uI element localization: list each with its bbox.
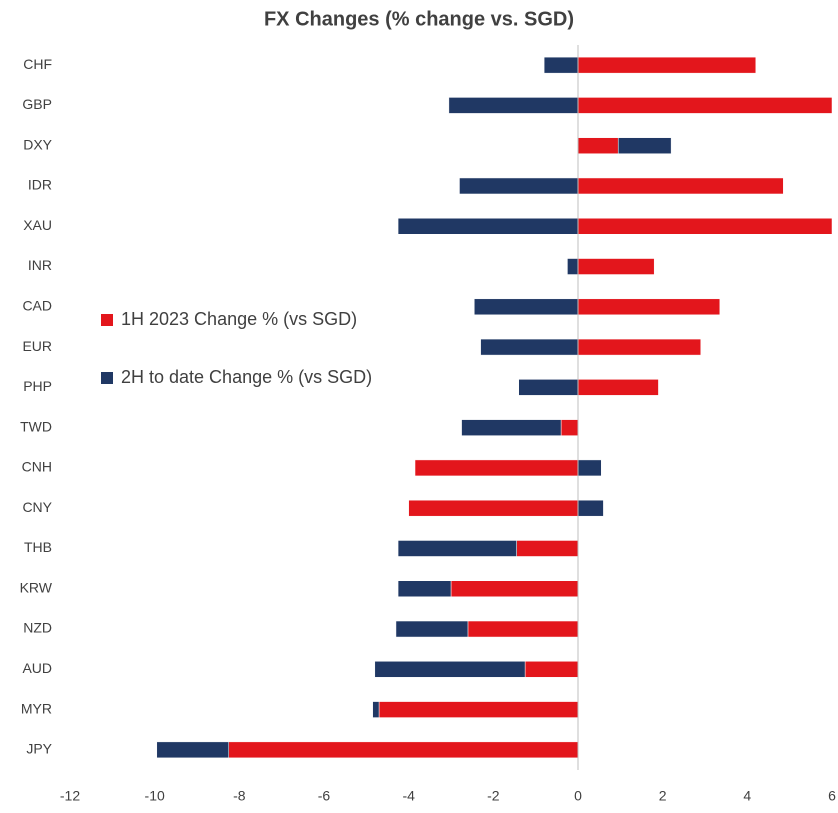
bar (228, 741, 579, 759)
bar (397, 580, 452, 597)
bar (560, 419, 579, 436)
y-tick-label: CHF (23, 56, 52, 72)
bar (577, 338, 702, 356)
y-tick-label: KRW (20, 579, 53, 595)
bar (543, 56, 579, 74)
legend-label: 2H to date Change % (vs SGD) (121, 367, 372, 387)
bar (577, 258, 655, 275)
bar (408, 499, 579, 517)
bar (516, 540, 579, 557)
x-tick-label: 4 (743, 788, 751, 804)
bar (480, 338, 579, 356)
y-tick-label: TWD (20, 418, 52, 434)
bar (467, 620, 579, 638)
bar (577, 379, 659, 396)
bar (577, 459, 602, 477)
y-tick-label: EUR (22, 338, 52, 354)
y-tick-label: THB (24, 539, 52, 555)
y-tick-label: INR (28, 257, 52, 273)
chart-title: FX Changes (% change vs. SGD) (264, 8, 574, 30)
bar (395, 620, 469, 638)
bar (461, 419, 562, 436)
bar (567, 258, 579, 275)
bar (397, 218, 579, 235)
bar (474, 298, 579, 316)
bar (577, 137, 619, 154)
x-tick-label: -10 (145, 788, 165, 804)
bar (397, 540, 517, 557)
x-tick-label: -4 (402, 788, 415, 804)
y-tick-label: IDR (28, 177, 52, 193)
x-tick-label: 6 (828, 788, 836, 804)
x-tick-label: -8 (233, 788, 246, 804)
bar (577, 177, 784, 195)
bar (577, 218, 833, 235)
y-tick-label: NZD (23, 620, 52, 636)
bar (524, 661, 579, 678)
bar (577, 56, 757, 74)
x-tick-label: 0 (574, 788, 582, 804)
y-tick-label: XAU (23, 217, 52, 233)
bar (617, 137, 672, 154)
bar (459, 177, 579, 195)
y-tick-label: MYR (21, 700, 52, 716)
y-tick-label: PHP (23, 378, 52, 394)
x-tick-label: -12 (60, 788, 80, 804)
x-tick-label: -2 (487, 788, 500, 804)
y-tick-label: CNY (22, 499, 52, 515)
bar (448, 97, 579, 114)
bar (414, 459, 579, 477)
bar (518, 379, 579, 396)
y-tick-label: CAD (22, 298, 52, 314)
bar (156, 741, 230, 759)
bar (577, 97, 833, 114)
y-tick-label: CNH (22, 459, 52, 475)
legend-swatch (101, 372, 113, 384)
y-tick-label: GBP (22, 96, 52, 112)
bar (378, 701, 579, 718)
y-tick-label: AUD (22, 660, 52, 676)
bar (372, 701, 380, 718)
legend-swatch (101, 314, 113, 326)
x-tick-label: 2 (659, 788, 667, 804)
bar (374, 661, 526, 678)
y-tick-label: JPY (26, 741, 52, 757)
bar (577, 298, 721, 316)
bar (577, 499, 604, 517)
bar (450, 580, 579, 597)
legend-label: 1H 2023 Change % (vs SGD) (121, 309, 357, 329)
y-tick-label: DXY (23, 136, 52, 152)
x-tick-label: -6 (318, 788, 331, 804)
